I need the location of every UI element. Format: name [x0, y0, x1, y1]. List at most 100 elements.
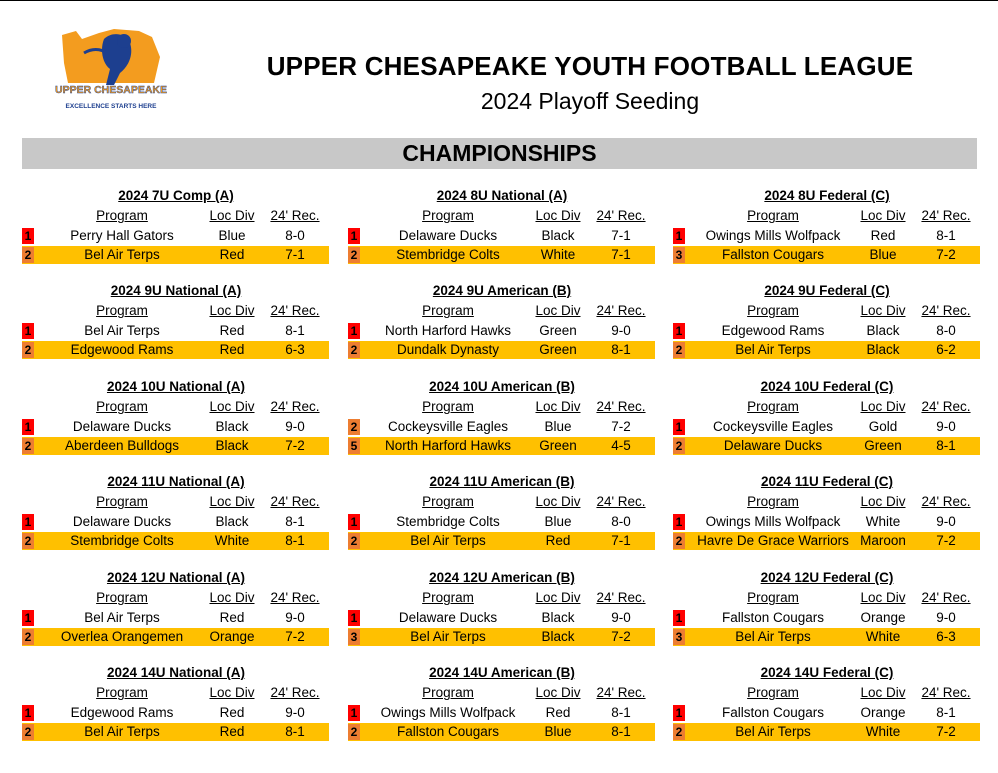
team-row: 1 Owings Mills Wolfpack Red 8-1 [348, 704, 655, 722]
team-loc-div: White [865, 629, 901, 644]
column-header-record: 24' Rec. [270, 303, 320, 318]
team-record: 4-5 [611, 438, 631, 453]
team-program: Havre De Grace Warriors [697, 533, 849, 548]
bracket-block: 2024 14U Federal (C) Program Loc Div 24' Re… [673, 663, 981, 743]
bracket-title: 2024 11U Federal (C) [760, 474, 894, 489]
column-header-program: Program [422, 303, 474, 318]
seed-badge: 1 [673, 323, 685, 339]
column-header-program: Program [747, 685, 799, 700]
column-header-record: 24' Rec. [921, 208, 971, 223]
bracket-title: 2024 8U National (A) [436, 188, 568, 203]
team-loc-div: White [865, 514, 901, 529]
seed-badge: 1 [348, 228, 360, 244]
team-program: Fallston Cougars [721, 705, 825, 720]
column-header-record: 24' Rec. [596, 590, 646, 605]
bracket-title: 2024 14U American (B) [429, 665, 575, 680]
team-program: Bel Air Terps [410, 533, 486, 548]
seed-badge: 2 [348, 533, 360, 549]
column-header-program: Program [96, 494, 148, 509]
team-record: 7-1 [285, 247, 305, 262]
bracket-block: 2024 10U American (B) Program Loc Div 24' R… [348, 377, 656, 457]
column-header-program: Program [422, 399, 474, 414]
column-header-record: 24' Rec. [596, 399, 646, 414]
team-row: 2 Bel Air Terps Red 7-1 [22, 246, 329, 264]
team-program: Edgewood Rams [721, 323, 825, 338]
seed-badge: 1 [673, 610, 685, 626]
column-header-loc-div: Loc Div [860, 590, 906, 605]
column-header-loc-div: Loc Div [209, 208, 255, 223]
team-loc-div: Red [219, 323, 245, 338]
bracket-block: 2024 8U Federal (C) Program Loc Div 24' Rec… [673, 186, 981, 266]
team-loc-div: Green [539, 438, 577, 453]
column-header-program: Program [747, 399, 799, 414]
seed-badge: 5 [348, 438, 360, 454]
team-loc-div: Red [219, 610, 245, 625]
team-record: 7-2 [936, 724, 956, 739]
team-row: 2 Stembridge Colts White 8-1 [22, 532, 329, 550]
team-record: 9-0 [611, 610, 631, 625]
bracket-block: 2024 10U Federal (C) Program Loc Div 24' Re… [673, 377, 981, 457]
seed-badge: 1 [348, 323, 360, 339]
team-record: 7-2 [611, 629, 631, 644]
column-header-record: 24' Rec. [596, 303, 646, 318]
team-loc-div: Black [215, 419, 249, 434]
seed-badge: 1 [22, 610, 34, 626]
column-header-loc-div: Loc Div [209, 399, 255, 414]
team-program: Perry Hall Gators [70, 228, 174, 243]
team-loc-div: Red [545, 533, 571, 548]
column-header-loc-div: Loc Div [535, 208, 581, 223]
seed-badge: 1 [673, 419, 685, 435]
team-record: 7-2 [285, 629, 305, 644]
page-title: UPPER CHESAPEAKE YOUTH FOOTBALL LEAGUE [266, 51, 914, 81]
column-header-loc-div: Loc Div [535, 590, 581, 605]
team-row: 2 Overlea Orangemen Orange 7-2 [22, 628, 329, 646]
team-program: Fallston Cougars [721, 247, 825, 262]
bracket-block: 2024 14U National (A) Program Loc Div 24' R… [22, 663, 330, 743]
team-record: 9-0 [285, 705, 305, 720]
bracket-title: 2024 10U American (B) [429, 379, 575, 394]
team-row: 3 Bel Air Terps White 6-3 [673, 628, 980, 646]
team-record: 8-0 [611, 514, 631, 529]
column-header-record: 24' Rec. [270, 399, 320, 414]
team-loc-div: Blue [218, 228, 246, 243]
team-record: 7-1 [611, 247, 631, 262]
team-loc-div: Black [541, 629, 575, 644]
bracket-title: 2024 10U National (A) [106, 379, 246, 394]
bracket-block: 2024 9U Federal (C) Program Loc Div 24' Rec… [673, 281, 981, 361]
seed-badge: 2 [22, 247, 34, 263]
team-record: 7-2 [936, 247, 956, 262]
seed-badge: 1 [348, 705, 360, 721]
column-header-loc-div: Loc Div [860, 685, 906, 700]
team-row: 1 Edgewood Rams Black 8-0 [673, 322, 980, 340]
team-program: Owings Mills Wolfpack [380, 705, 516, 720]
team-loc-div: Red [219, 705, 245, 720]
bracket-block: 2024 12U American (B) Program Loc Div 24' R… [348, 568, 656, 648]
team-row: 2 Dundalk Dynasty Green 8-1 [348, 341, 655, 359]
bracket-block: 2024 11U Federal (C) Program Loc Div 24' Re… [673, 472, 981, 552]
seed-badge: 2 [673, 533, 685, 549]
team-program: Bel Air Terps [735, 629, 811, 644]
column-header-record: 24' Rec. [921, 399, 971, 414]
team-program: Delaware Ducks [398, 228, 498, 243]
league-logo: UPPER CHESAPEAKE EXCELLENCE STARTS HERE [55, 29, 167, 110]
column-header-program: Program [422, 685, 474, 700]
bracket-block: 2024 10U National (A) Program Loc Div 24' R… [22, 377, 330, 457]
column-header-program: Program [96, 590, 148, 605]
bracket-title: 2024 12U American (B) [429, 570, 575, 585]
team-program: Dundalk Dynasty [396, 342, 500, 357]
seed-badge: 2 [673, 342, 685, 358]
section-banner: CHAMPIONSHIPS [22, 138, 977, 169]
team-loc-div: Red [219, 724, 245, 739]
team-record: 7-2 [611, 419, 631, 434]
team-loc-div: Black [866, 323, 900, 338]
team-program: Fallston Cougars [396, 724, 500, 739]
team-record: 8-1 [611, 724, 631, 739]
team-loc-div: Gold [868, 419, 898, 434]
bracket-title: 2024 12U National (A) [106, 570, 246, 585]
bracket-title: 2024 10U Federal (C) [760, 379, 894, 394]
team-program: Stembridge Colts [70, 533, 174, 548]
team-row: 2 Bel Air Terps Red 7-1 [348, 532, 655, 550]
seed-badge: 1 [22, 228, 34, 244]
team-program: Bel Air Terps [410, 629, 486, 644]
seed-badge: 2 [22, 438, 34, 454]
